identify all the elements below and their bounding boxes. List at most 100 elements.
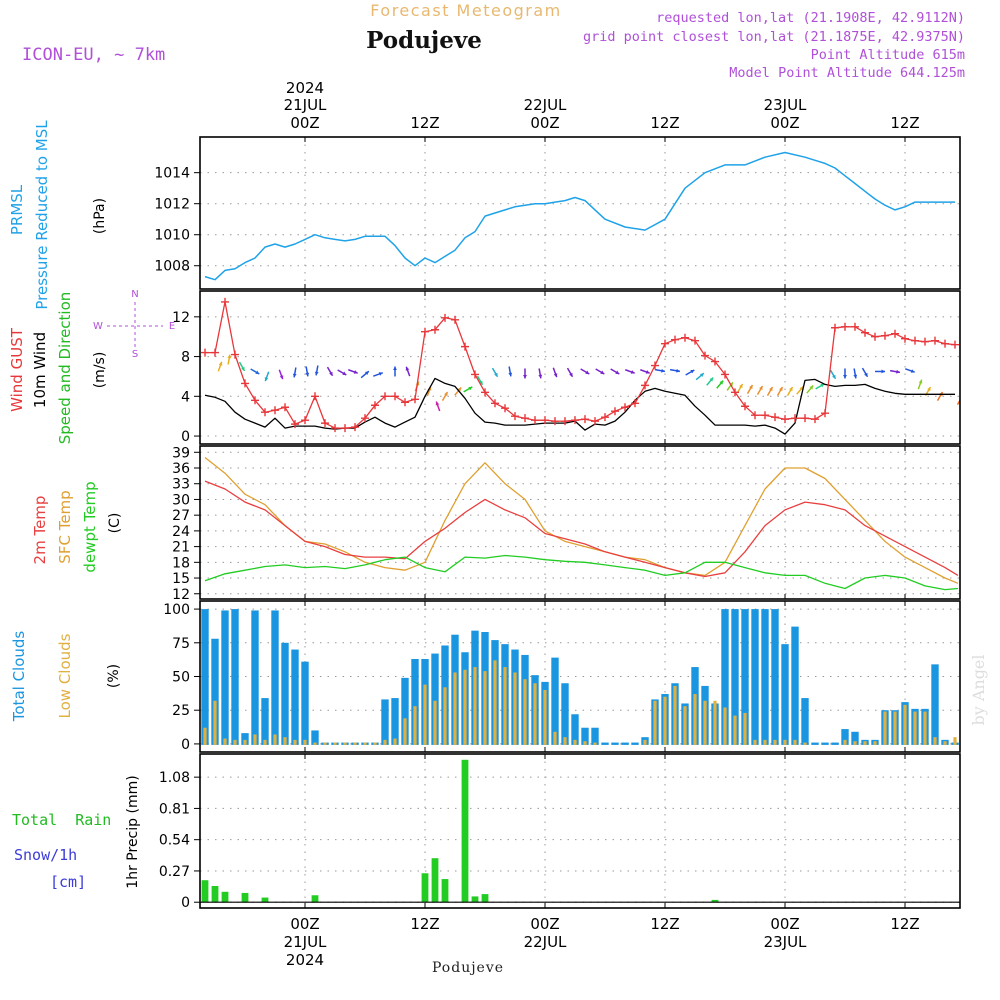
low-cloud-bar [503, 667, 507, 745]
compass-e: E [169, 321, 175, 332]
wind-arrow [508, 366, 513, 377]
panel-clouds: 0 25 50 75 100 [163, 601, 960, 753]
gust-point [331, 424, 339, 433]
gust-point [831, 323, 839, 332]
gust-point [611, 407, 619, 416]
precip-bar [461, 759, 469, 903]
pressure-msl-label: Pressure Reduced to MSL [33, 120, 51, 310]
low-cloud-bar [713, 700, 717, 745]
gust-point [561, 417, 569, 426]
gust-point [261, 408, 269, 417]
ytick-label: 15 [172, 571, 190, 587]
bottom-date-label: 22JUL [524, 933, 567, 951]
wind-arrow [463, 386, 473, 393]
low-cloud-bar [563, 737, 567, 745]
bottom-hour-label: 00Z [290, 915, 319, 933]
low-cloud-bar [543, 689, 547, 745]
ytick-label: 0 [181, 895, 190, 911]
total-cloud-bar [241, 733, 249, 745]
wind-arrow [552, 367, 558, 378]
low-cloud-bar [773, 739, 777, 745]
gust-point [511, 412, 519, 421]
bottom-date-label: 21JUL [284, 933, 327, 951]
gust-point [351, 423, 359, 432]
low-cloud-bar [243, 739, 247, 745]
low-cloud-bar [313, 742, 317, 745]
wind-speed-dir-label: Speed and Direction [56, 292, 74, 445]
gust-point [621, 403, 629, 412]
total-clouds-label: Total Clouds [10, 631, 28, 723]
temp-sfc-line [204, 456, 959, 584]
ytick-label: 4 [181, 389, 190, 405]
ytick-label: 12 [172, 310, 190, 326]
bottom-hour-label: 12Z [410, 915, 439, 933]
low-cloud-bar [373, 742, 377, 745]
gust-point [901, 334, 909, 343]
precip-bar [441, 879, 449, 903]
low-cloud-bar [273, 734, 277, 745]
wind-arrow [250, 368, 260, 375]
gust-point [891, 329, 899, 338]
total-cloud-bar [391, 698, 399, 745]
low-cloud-bar [693, 694, 697, 745]
watermark: by Angel [969, 654, 988, 725]
gust-point [481, 388, 489, 397]
top-hour-label: 12Z [650, 114, 679, 132]
temp-dew-label: dewpt Temp [81, 481, 99, 572]
gust-point [801, 414, 809, 423]
low-cloud-bar [353, 742, 357, 745]
gust-point [241, 379, 249, 388]
ytick-label: 1.08 [159, 770, 190, 786]
panel-border [199, 136, 961, 290]
total-cloud-bar [411, 658, 419, 745]
ytick-label: 0.27 [159, 864, 190, 880]
panel-border [199, 445, 961, 600]
gust-point [441, 313, 449, 322]
wind-arrow [669, 368, 681, 373]
gust-point [861, 328, 869, 337]
gust-point [791, 414, 799, 423]
wind-arrow [476, 375, 484, 386]
wind-gust-label: Wind GUST [8, 327, 26, 412]
temp-unit: (C) [107, 513, 123, 534]
total-cloud-bar [761, 609, 769, 745]
wind-arrow [523, 368, 527, 379]
ytick-label: 50 [172, 670, 190, 686]
low-cloud-bar [253, 734, 257, 745]
ytick-label: 1008 [154, 259, 190, 275]
compass-rose: N S W E [93, 289, 175, 360]
gust-point [231, 350, 239, 359]
panels: 1008101010121014048121215182124273033363… [154, 136, 961, 911]
ytick-label: 100 [163, 602, 190, 618]
low-cloud-bar [893, 711, 897, 745]
gust-point [551, 417, 559, 426]
total-cloud-bar [281, 642, 289, 745]
wind-10m-line [204, 377, 955, 435]
low-cloud-bar [463, 669, 467, 745]
low-cloud-bar [533, 683, 537, 745]
gust-point [931, 336, 939, 345]
low-cloud-bar [223, 738, 227, 745]
gust-point [921, 337, 929, 346]
wind-arrow [640, 369, 650, 374]
total-cloud-bar [801, 698, 809, 745]
low-cloud-bar [443, 687, 447, 745]
footer-location: Podujeve [432, 960, 504, 976]
wind-arrow [861, 367, 869, 378]
low-cloud-bar [523, 679, 527, 745]
ytick-label: 1012 [154, 197, 190, 213]
gust-point [251, 396, 259, 405]
ytick-label: 30 [172, 492, 190, 508]
low-cloud-bar [293, 739, 297, 745]
gust-point [521, 414, 529, 423]
total-cloud-bar [401, 677, 409, 745]
wind-arrow [337, 369, 347, 376]
panel-pressure: 1008 1010 1012 1014 [154, 137, 960, 289]
low-cloud-bar [553, 731, 557, 745]
wind-arrow [716, 380, 724, 389]
top-year-label: 2024 [286, 79, 324, 97]
low-cloud-bar [703, 700, 707, 745]
total-cloud-bar [221, 610, 229, 745]
